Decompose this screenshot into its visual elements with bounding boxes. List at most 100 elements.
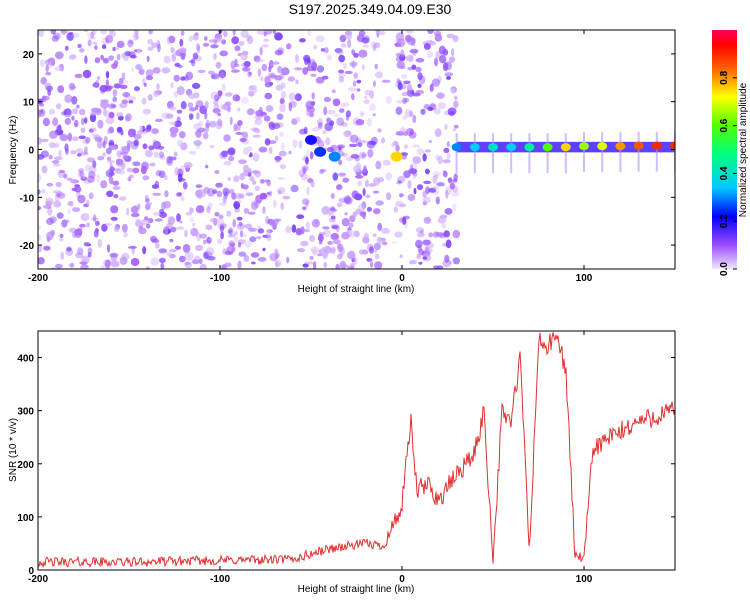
noise-speck [210,73,220,80]
noise-speck [355,137,362,146]
noise-speck [336,51,344,55]
noise-speck [373,249,378,253]
noise-speck [377,128,382,133]
noise-speck [311,61,318,71]
noise-speck [262,206,266,215]
noise-speck [104,222,112,227]
noise-speck [323,106,328,116]
noise-speck [167,216,176,225]
noise-speck [197,69,206,73]
colorbar-tick-label: 0.6 [719,118,730,132]
noise-speck [209,144,215,149]
noise-speck [305,221,310,229]
noise-speck [426,39,433,45]
noise-speck [300,172,308,181]
noise-speck [112,96,117,103]
noise-speck [237,260,242,269]
noise-speck [182,181,188,190]
noise-speck [195,129,202,138]
noise-speck [112,46,116,52]
noise-speck [285,225,292,234]
noise-speck [112,89,118,97]
noise-speck [219,50,228,57]
noise-speck [316,65,325,73]
noise-speck [344,30,353,36]
noise-speck [352,211,357,218]
noise-speck [64,45,69,51]
noise-speck [254,115,263,120]
noise-speck [290,184,299,193]
noise-speck [112,180,120,186]
noise-speck [88,36,97,40]
noise-speck [240,30,249,39]
noise-speck [43,245,51,251]
noise-speck [431,78,440,87]
noise-speck [334,48,343,53]
noise-speck [420,108,426,115]
noise-speck [422,153,427,162]
noise-speck [366,140,376,149]
noise-speck [114,46,120,50]
noise-speck [66,32,74,41]
noise-speck [206,205,211,214]
noise-speck [411,64,417,70]
noise-speck [446,76,451,80]
noise-speck [193,140,202,146]
noise-speck [315,35,325,43]
noise-speck [123,232,128,238]
noise-speck [85,136,91,144]
noise-speck [38,189,41,195]
noise-speck [87,32,91,37]
noise-speck [433,265,440,269]
spectrogram-y-ticks: -20 -10 0 10 20 [20,50,675,252]
noise-speck [60,30,70,34]
noise-speck [252,152,260,162]
noise-speck [266,229,272,238]
noise-speck [269,81,274,86]
noise-speck [369,103,376,112]
noise-speck [80,263,89,269]
noise-speck [146,124,152,132]
noise-speck [113,226,120,233]
noise-speck [248,227,257,232]
noise-speck [86,222,91,228]
noise-speck [340,122,348,127]
noise-speck [280,202,285,211]
noise-speck [372,113,376,117]
noise-speck [424,168,430,175]
noise-speck [49,130,58,139]
noise-speck [238,242,242,248]
noise-speck [174,166,179,176]
noise-speck [152,192,162,196]
noise-speck [138,225,143,234]
noise-speck [145,266,150,269]
spectral-features [305,131,675,174]
noise-speck [192,222,196,227]
noise-speck [451,191,460,197]
noise-speck [255,58,265,63]
noise-speck [433,174,439,179]
noise-speck [450,87,455,94]
noise-speck [277,65,283,74]
noise-speck [63,109,67,116]
noise-speck [374,253,380,260]
noise-speck [79,170,84,178]
noise-speck [444,208,453,215]
noise-speck [305,100,314,110]
noise-speck [264,138,271,146]
noise-speck [152,90,160,98]
noise-speck [423,216,432,224]
noise-speck [71,96,78,105]
noise-speck [135,64,143,70]
noise-speck [250,252,260,258]
noise-speck [254,170,262,178]
noise-speck [208,237,213,241]
noise-speck [302,263,309,268]
noise-speck [261,63,268,72]
noise-speck [233,201,241,210]
noise-speck [295,54,299,63]
noise-speck [184,261,191,266]
noise-speck [228,188,235,194]
noise-speck [145,75,153,81]
noise-speck [60,251,64,260]
